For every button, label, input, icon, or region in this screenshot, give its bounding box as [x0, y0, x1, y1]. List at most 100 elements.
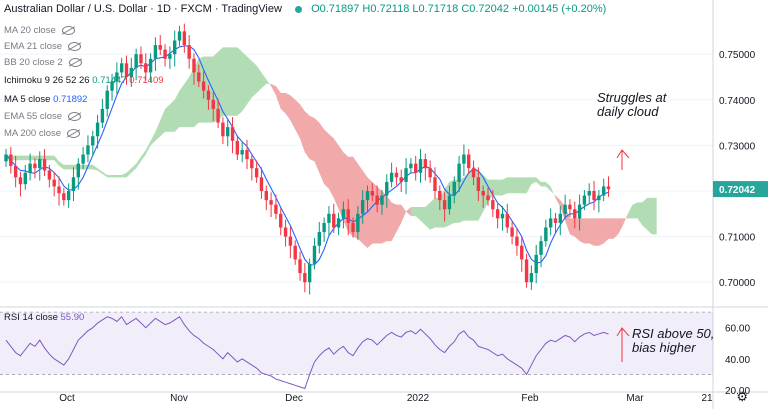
last-price-label: 0.72042: [719, 185, 756, 196]
legend-ema21[interactable]: EMA 21 close: [4, 41, 82, 52]
candle-body: [269, 200, 273, 205]
time-axis: Oct Nov Dec 2022 Feb Mar 21: [59, 393, 713, 404]
candle-body: [500, 213, 505, 219]
candle-body: [558, 213, 562, 223]
candle-body: [192, 58, 196, 73]
candle-body: [452, 181, 456, 196]
hidden-eye-icon[interactable]: [68, 57, 82, 67]
candle-body: [414, 163, 418, 173]
candle-body: [597, 195, 601, 201]
candle-body: [293, 245, 297, 260]
legend-bb20[interactable]: BB 20 close 2: [4, 57, 82, 68]
hidden-eye-icon[interactable]: [68, 41, 82, 51]
time-tick-label: Mar: [626, 393, 644, 404]
candle-body: [563, 204, 567, 214]
candle-body: [385, 181, 389, 196]
candle-body: [100, 108, 105, 123]
cloud-segment-bearish: [271, 83, 411, 248]
rsi-band: [0, 312, 713, 375]
candle-body: [163, 49, 167, 59]
legend-ichimoku[interactable]: Ichimoku 9 26 52 26 0.71447 0.71409: [4, 75, 164, 86]
candle-body: [226, 127, 230, 137]
candle-body: [606, 186, 611, 190]
candle-body: [539, 241, 543, 255]
time-tick-label: Oct: [59, 393, 75, 404]
candle-body: [553, 218, 558, 223]
candle-body: [86, 145, 90, 155]
candle-body: [471, 168, 476, 178]
candle-body: [119, 63, 124, 73]
candle-body: [235, 140, 240, 155]
candle-body: [230, 127, 235, 141]
candle-body: [38, 159, 42, 169]
legend-ma20[interactable]: MA 20 close: [4, 25, 75, 36]
candle-body: [57, 186, 61, 194]
time-tick-label: 21: [701, 393, 713, 404]
candle-body: [515, 236, 519, 246]
legend-ema55[interactable]: EMA 55 close: [4, 111, 82, 122]
candle-body: [259, 177, 264, 191]
candle-body: [245, 149, 249, 160]
candle-body: [71, 177, 76, 191]
candle-body: [298, 259, 302, 274]
candle-body: [327, 213, 331, 223]
candle-body: [336, 218, 341, 228]
candle-body: [307, 263, 312, 283]
candle-body: [105, 90, 109, 109]
candle-body: [279, 213, 283, 228]
ichimoku-cloud: [6, 47, 657, 248]
candle-body: [510, 227, 514, 237]
candle-body: [577, 204, 582, 219]
hidden-eye-icon[interactable]: [68, 111, 82, 121]
candle-body: [568, 204, 572, 210]
candle-body: [582, 195, 587, 205]
candle-body: [442, 200, 447, 210]
candle-body: [216, 108, 220, 123]
time-tick-label: 2022: [407, 393, 430, 404]
hidden-eye-icon[interactable]: [61, 25, 75, 35]
rsi-pane: 20.00 40.00 60.00: [0, 311, 750, 397]
price-tick-label: 0.71000: [719, 233, 756, 244]
candle-body: [529, 273, 534, 283]
cloud-annotation: Struggles at daily cloud: [597, 90, 667, 119]
candle-body: [264, 191, 268, 201]
rsi-tick-label: 40.00: [725, 355, 750, 366]
candle-body: [601, 186, 606, 196]
price-axis: 0.700000.710000.720000.730000.740000.750…: [713, 50, 768, 289]
candle-body: [91, 136, 95, 146]
candle-body: [250, 159, 254, 169]
candle-body: [33, 163, 37, 169]
annotation-arrows: [616, 149, 630, 362]
hidden-eye-icon[interactable]: [67, 128, 81, 138]
price-tick-label: 0.74000: [719, 96, 756, 107]
legend-ma200[interactable]: MA 200 close: [4, 128, 81, 139]
candle-body: [201, 81, 206, 91]
candle-body: [221, 122, 225, 137]
candle-body: [95, 122, 100, 137]
candle-body: [365, 191, 370, 201]
gear-icon[interactable]: ⚙: [736, 389, 748, 404]
price-tick-label: 0.70000: [719, 278, 756, 289]
cloud-segment-bearish: [555, 195, 628, 246]
candle-body: [317, 232, 321, 246]
candle-body: [115, 72, 119, 82]
candle-body: [370, 191, 375, 196]
legend-rsi[interactable]: RSI 14 close 55.90: [4, 312, 85, 323]
candle-body: [240, 149, 244, 155]
candle-body: [380, 195, 384, 205]
candle-body: [144, 63, 148, 73]
candle-body: [312, 245, 317, 264]
candle-body: [360, 200, 365, 214]
candle-body: [23, 172, 27, 185]
legend-ma5[interactable]: MA 5 close 0.71892: [4, 94, 88, 105]
candle-body: [148, 58, 153, 73]
candlestick-series: [4, 23, 611, 295]
symbol-title[interactable]: Australian Dollar / U.S. Dollar · 1D · F…: [4, 3, 282, 15]
rsi-annotation: RSI above 50, bias higher: [632, 326, 715, 355]
candle-body: [341, 209, 346, 219]
candle-body: [168, 54, 172, 59]
candle-body: [356, 213, 360, 233]
candle-body: [375, 195, 379, 205]
candle-body: [548, 218, 553, 228]
